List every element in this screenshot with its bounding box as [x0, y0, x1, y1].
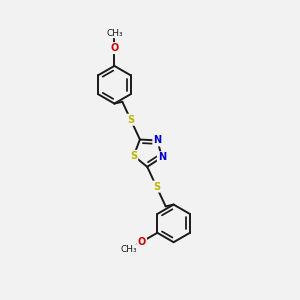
Text: CH₃: CH₃	[121, 245, 137, 254]
Text: S: S	[127, 115, 134, 125]
Text: N: N	[153, 135, 161, 146]
Text: S: S	[153, 182, 160, 192]
Text: O: O	[138, 237, 146, 247]
Text: O: O	[110, 43, 118, 53]
Text: CH₃: CH₃	[106, 29, 123, 38]
Text: N: N	[158, 152, 166, 162]
Text: S: S	[130, 151, 137, 161]
